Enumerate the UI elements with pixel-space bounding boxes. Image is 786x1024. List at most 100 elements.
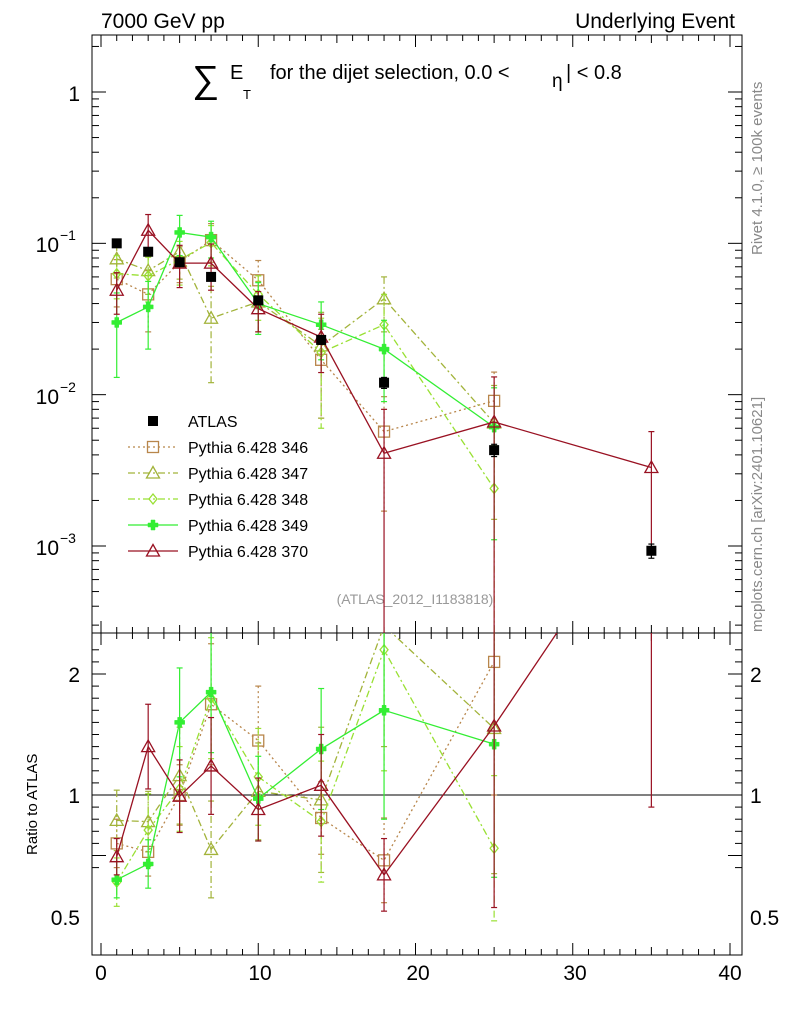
data-point xyxy=(250,801,266,816)
data-point xyxy=(140,222,156,236)
ratio-ytick-1-right: 1 xyxy=(750,785,762,808)
data-point xyxy=(111,317,122,328)
data-point xyxy=(140,738,156,753)
legend-item: Pythia 6.428 370 xyxy=(128,543,308,561)
ratio-plot-frame xyxy=(91,632,743,956)
data-point xyxy=(205,686,217,698)
data-point xyxy=(109,282,125,296)
data-point xyxy=(646,545,657,556)
xtick-0: 0 xyxy=(95,962,107,985)
data-point xyxy=(109,812,125,827)
data-point xyxy=(143,824,154,837)
data-point xyxy=(205,231,217,243)
legend-marker xyxy=(145,543,161,557)
ratio-ytick-05: 0.5 xyxy=(51,907,80,930)
ytick-1: 1 xyxy=(68,83,80,106)
series-line xyxy=(116,239,495,433)
header-right-label: Underlying Event xyxy=(575,10,735,33)
title-rest-b: | < 0.8 xyxy=(566,62,622,84)
data-point xyxy=(486,718,502,732)
axis-ticks xyxy=(92,35,742,955)
ytick-1e-2-exp: −2 xyxy=(60,379,76,395)
legend-label: Pythia 6.428 348 xyxy=(188,492,308,509)
series-pythia-6-428-348 xyxy=(111,633,499,922)
series-line xyxy=(116,661,495,862)
data-point xyxy=(203,255,219,269)
series-atlas xyxy=(111,238,657,559)
ratio-ylabel: Ratio to ATLAS xyxy=(24,754,41,855)
data-point xyxy=(313,777,329,791)
analysis-label: (ATLAS_2012_I1183818) xyxy=(337,591,494,607)
legend-marker xyxy=(148,492,158,506)
title-t: T xyxy=(243,87,251,102)
data-point xyxy=(376,867,392,881)
data-point xyxy=(486,414,502,428)
data-point xyxy=(174,227,185,238)
data-point xyxy=(142,858,154,870)
data-point xyxy=(376,445,392,459)
data-point xyxy=(109,848,125,863)
legend-marker xyxy=(147,519,159,531)
data-point xyxy=(109,251,125,265)
data-point xyxy=(111,874,122,885)
series-pythia-6-428-348 xyxy=(111,224,499,633)
legend-label: Pythia 6.428 370 xyxy=(188,544,308,561)
xtick-20: 20 xyxy=(406,962,429,985)
ytick-1e-3-base: 10 xyxy=(36,537,59,560)
data-point xyxy=(203,310,219,324)
ratio-ytick-05-right: 0.5 xyxy=(750,907,779,930)
title-rest-a: for the dijet selection, 0.0 < xyxy=(270,62,510,84)
series-pythia-6-428-349 xyxy=(111,633,500,899)
rivet-label: Rivet 4.1.0, ≥ 100k events xyxy=(749,82,766,255)
ratio-ytick-2: 2 xyxy=(68,664,80,687)
data-point xyxy=(142,301,154,313)
data-point xyxy=(174,717,185,728)
data-point xyxy=(379,377,390,388)
data-point xyxy=(143,269,154,282)
series-line xyxy=(116,633,495,851)
data-point xyxy=(378,705,390,716)
series-line xyxy=(116,250,495,424)
data-point xyxy=(111,238,122,249)
legend-marker xyxy=(146,440,160,454)
legend-label: Pythia 6.428 346 xyxy=(188,440,308,457)
title-e: E xyxy=(230,62,243,84)
series-pythia-6-428-370 xyxy=(109,633,655,912)
series-line xyxy=(116,691,495,881)
legend-label: Pythia 6.428 347 xyxy=(188,466,308,483)
data-point xyxy=(206,271,217,282)
title-sigma: ∑ xyxy=(192,59,219,101)
xtick-30: 30 xyxy=(563,962,586,985)
ratio-ytick-2-right: 2 xyxy=(750,664,762,687)
data-point xyxy=(203,841,219,856)
header-left-label: 7000 GeV pp xyxy=(101,10,225,33)
legend-item: Pythia 6.428 346 xyxy=(128,440,308,457)
data-point xyxy=(253,295,264,306)
data-point xyxy=(643,459,659,474)
plot-title: ∑ E T for the dijet selection, 0.0 < η |… xyxy=(192,59,622,102)
title-eta: η xyxy=(552,71,563,92)
data-point xyxy=(172,788,188,802)
series-pythia-6-428-347 xyxy=(109,633,502,899)
legend-item: Pythia 6.428 349 xyxy=(128,518,308,535)
xtick-10: 10 xyxy=(248,962,271,985)
series-pythia-6-428-346 xyxy=(110,633,501,904)
main-series-layer xyxy=(109,213,659,633)
xtick-40: 40 xyxy=(718,962,741,985)
data-point xyxy=(316,334,327,345)
legend-label: ATLAS xyxy=(188,414,238,431)
legend-item: Pythia 6.428 348 xyxy=(128,492,308,509)
series-line xyxy=(116,241,495,489)
data-point xyxy=(378,343,390,355)
legend-marker xyxy=(145,465,161,479)
data-point xyxy=(250,300,266,315)
ratio-ytick-1: 1 xyxy=(68,785,80,808)
series-line xyxy=(116,231,495,428)
data-point xyxy=(174,257,185,268)
series-line xyxy=(116,648,495,883)
ytick-1e-2-base: 10 xyxy=(36,386,59,409)
ytick-1e-1-exp: −1 xyxy=(60,227,76,243)
legend-item: Pythia 6.428 347 xyxy=(128,465,308,483)
legend-item: ATLAS xyxy=(148,414,238,431)
